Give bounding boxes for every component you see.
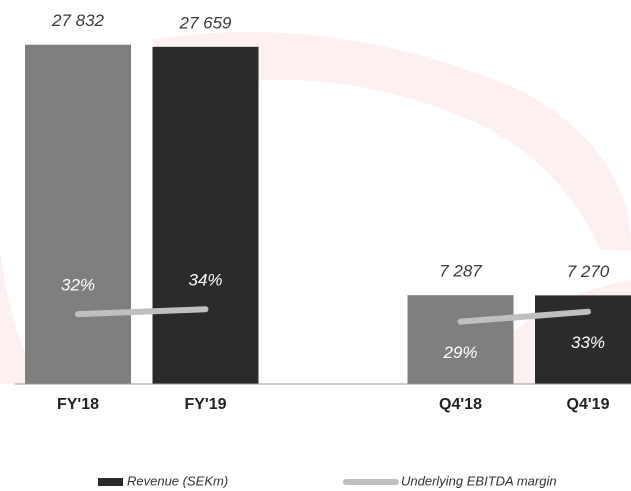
margin-label: 32% bbox=[61, 276, 95, 295]
margin-line bbox=[75, 306, 209, 318]
x-tick-label: FY'19 bbox=[184, 396, 226, 413]
data-label: 27 832 bbox=[51, 11, 105, 30]
data-label: 7 270 bbox=[567, 262, 610, 281]
margin-label: 33% bbox=[571, 333, 605, 352]
data-label: 27 659 bbox=[179, 13, 233, 32]
bar bbox=[407, 295, 514, 384]
bar bbox=[25, 44, 131, 385]
margin-label: 29% bbox=[442, 343, 477, 362]
margin-label: 34% bbox=[188, 271, 222, 290]
decor-shape bbox=[0, 250, 40, 384]
x-tick-label: Q4'18 bbox=[439, 396, 482, 413]
x-tick-label: Q4'19 bbox=[567, 396, 610, 413]
data-label: 7 287 bbox=[439, 262, 482, 281]
margin-line bbox=[457, 308, 591, 325]
legend-label: Revenue (SEKm) bbox=[127, 473, 228, 488]
legend-label: Underlying EBITDA margin bbox=[401, 473, 557, 488]
legend-swatch bbox=[98, 478, 123, 486]
x-tick-label: FY'18 bbox=[57, 396, 99, 413]
bar bbox=[152, 46, 259, 385]
decor-arc bbox=[150, 31, 631, 251]
